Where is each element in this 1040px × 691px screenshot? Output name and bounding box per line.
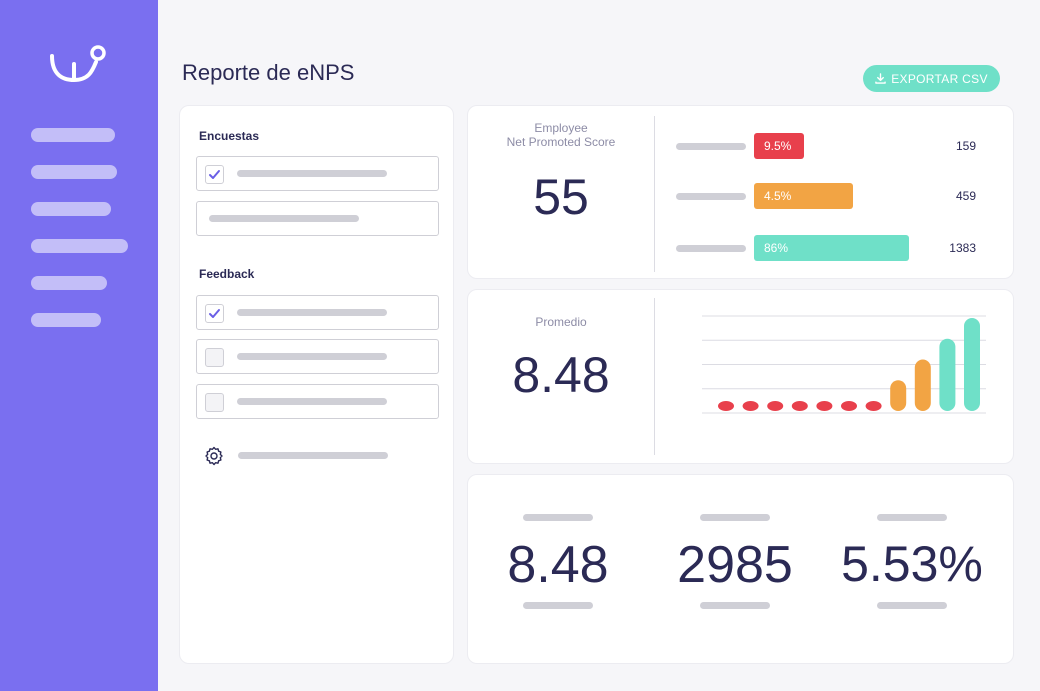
feedback-filter-option[interactable]: [196, 339, 439, 374]
stat-label-placeholder: [523, 514, 593, 521]
card-divider: [654, 116, 655, 272]
stat-caption-placeholder: [877, 602, 947, 609]
passives-row: 4.5% 459: [676, 183, 996, 209]
survey-select[interactable]: [196, 201, 439, 236]
enps-label-line1: Employee: [534, 121, 588, 135]
row-label-placeholder: [676, 143, 746, 150]
option-label-placeholder: [237, 170, 387, 177]
survey-filter-option[interactable]: [196, 156, 439, 191]
check-icon: [209, 309, 220, 318]
chart-bar: [964, 318, 980, 411]
enps-card: Employee Net Promoted Score 55 9.5% 159 …: [467, 105, 1014, 279]
enps-label-line2: Net Promoted Score: [506, 135, 616, 149]
enps-score: 55: [533, 169, 589, 225]
detractors-count: 159: [955, 139, 976, 153]
average-value: 8.48: [512, 347, 610, 403]
stat-value: 5.53%: [841, 536, 983, 592]
settings-label-placeholder: [238, 452, 388, 459]
survey-checkbox[interactable]: [205, 165, 224, 184]
check-icon: [209, 170, 220, 179]
option-label-placeholder: [237, 353, 387, 360]
chart-bar: [767, 401, 784, 411]
chart-bar: [914, 359, 931, 411]
feedback-heading: Feedback: [199, 267, 255, 281]
page-title: Reporte de eNPS: [182, 60, 355, 85]
chart-bar: [791, 401, 808, 411]
chart-bar: [718, 401, 734, 411]
card-divider: [654, 298, 655, 455]
row-label-placeholder: [676, 245, 746, 252]
feedback-checkbox[interactable]: [205, 393, 224, 412]
feedback-filter-option[interactable]: [196, 384, 439, 419]
promoters-count: 1383: [949, 241, 976, 255]
option-label-placeholder: [237, 398, 387, 405]
app-logo-icon[interactable]: [48, 44, 110, 86]
row-label-placeholder: [676, 193, 746, 200]
surveys-heading: Encuestas: [199, 129, 260, 143]
chart-bar: [890, 380, 907, 411]
stat-caption-placeholder: [523, 602, 593, 609]
stat-block: 5.53%: [822, 475, 1002, 665]
score-distribution-chart: [702, 315, 986, 414]
average-card: Promedio 8.48: [467, 289, 1014, 464]
option-label-placeholder: [237, 309, 387, 316]
sidebar-item[interactable]: [31, 276, 107, 290]
chart-bar: [841, 401, 857, 411]
chart-bar: [816, 401, 833, 411]
filters-panel: Encuestas Feedback: [179, 105, 454, 664]
enps-label: Employee Net Promoted Score: [468, 121, 654, 149]
promoters-row: 86% 1383: [676, 235, 996, 261]
promoters-bar: 86%: [754, 235, 909, 261]
feedback-checkbox[interactable]: [205, 304, 224, 323]
stat-label-placeholder: [877, 514, 947, 521]
feedback-checkbox[interactable]: [205, 348, 224, 367]
sidebar-item[interactable]: [31, 128, 115, 142]
average-label: Promedio: [535, 315, 587, 329]
detractors-bar: 9.5%: [754, 133, 804, 159]
chart-bar: [865, 401, 882, 411]
export-csv-label: EXPORTAR CSV: [891, 71, 988, 86]
stat-caption-placeholder: [700, 602, 770, 609]
passives-count: 459: [955, 189, 976, 203]
sidebar-item[interactable]: [31, 239, 128, 253]
download-icon: [875, 73, 887, 84]
feedback-filter-option[interactable]: [196, 295, 439, 330]
sidebar-item[interactable]: [31, 202, 111, 216]
sidebar-item[interactable]: [31, 165, 117, 179]
passives-bar: 4.5%: [754, 183, 853, 209]
chart-bar: [939, 338, 956, 411]
option-label-placeholder: [209, 215, 359, 222]
stat-block: 8.48: [468, 475, 648, 665]
export-csv-button[interactable]: EXPORTAR CSV: [863, 65, 1000, 92]
stat-block: 2985: [645, 475, 825, 665]
stat-value: 2985: [677, 536, 793, 594]
sidebar-item[interactable]: [31, 313, 101, 327]
summary-stats-card: 8.48 2985 5.53%: [467, 474, 1014, 664]
gear-icon[interactable]: [204, 446, 224, 466]
chart-bar: [742, 401, 759, 411]
stat-value: 8.48: [507, 536, 609, 594]
sidebar: [0, 0, 158, 691]
stat-label-placeholder: [700, 514, 770, 521]
detractors-row: 9.5% 159: [676, 133, 996, 159]
